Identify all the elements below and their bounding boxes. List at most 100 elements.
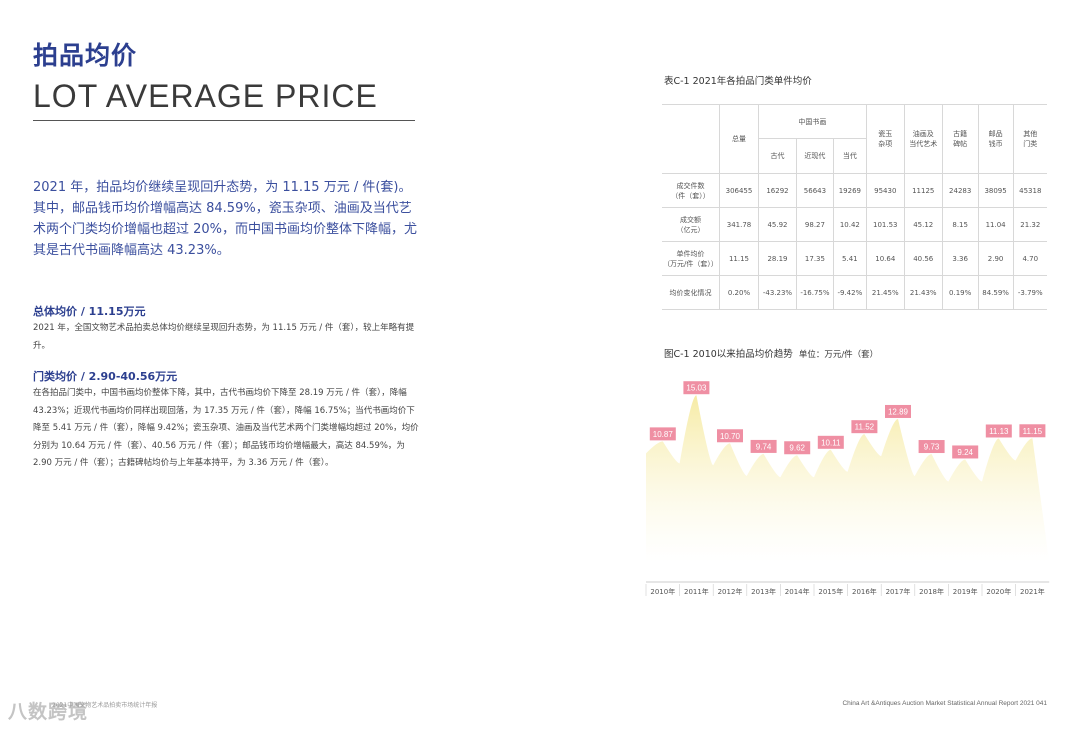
table-cell: 45.12	[903, 207, 943, 242]
data-label: 10.11	[817, 435, 844, 449]
x-tick-label: 2019年	[953, 587, 978, 596]
table-cell: 28.19	[757, 241, 797, 276]
header-other: 瓷玉 杂项	[865, 104, 905, 174]
data-label-text: 9.73	[924, 443, 940, 452]
table-cell: 11125	[903, 173, 943, 208]
data-label: 9.62	[784, 441, 811, 455]
chart-unit: 单位：万元/件（套）	[798, 350, 879, 360]
trend-area	[646, 395, 1050, 562]
data-label: 11.15	[1019, 424, 1046, 438]
data-label-text: 10.11	[821, 438, 841, 447]
table-cell: 306455	[718, 173, 759, 208]
category-price-body: 在各拍品门类中，中国书画均价整体下降，其中，古代书画均价下降至 28.19 万元…	[33, 388, 419, 468]
table-cell: 101.53	[865, 207, 905, 242]
table-cell: 21.43%	[903, 275, 943, 310]
header-other: 古籍 碑帖	[941, 104, 979, 174]
header-total: 总量	[718, 104, 759, 174]
data-label-bg	[851, 420, 878, 434]
table-cell: 21.32	[1012, 207, 1047, 242]
table-cell: 11.04	[977, 207, 1014, 242]
page-title-cn: 拍品均价	[33, 41, 138, 70]
row-label: 成交额 （亿元）	[662, 207, 720, 242]
data-label-text: 10.87	[653, 430, 674, 439]
table-cell: 16292	[757, 173, 797, 208]
data-label-bg	[717, 429, 743, 443]
data-label-text: 11.13	[989, 427, 1009, 436]
x-tick-label: 2020年	[986, 587, 1011, 596]
table-cell: 5.41	[832, 241, 867, 276]
table-cell: 45.92	[757, 207, 797, 242]
table-cell: 19269	[832, 173, 867, 208]
row-label: 均价变化情况	[662, 275, 720, 310]
data-label-bg	[985, 424, 1012, 438]
data-label-text: 9.24	[957, 448, 973, 457]
data-label-text: 9.74	[756, 442, 772, 451]
table-cell: 10.64	[865, 241, 905, 276]
chart-title: 图C-1 2010以来拍品均价趋势	[664, 349, 793, 360]
data-label: 11.52	[851, 420, 878, 434]
subheader: 近现代	[795, 138, 834, 174]
data-label: 15.03	[683, 381, 710, 395]
header-other: 其他 门类	[1012, 104, 1047, 174]
price-table: 总量 中国书画 瓷玉 杂项 油画及 当代艺术 古籍 碑帖 邮品 钱币 其他 门类…	[662, 104, 1047, 310]
watermark-logo: 八数跨境	[8, 701, 89, 723]
category-price-heading: 门类均价 / 2.90-40.56万元	[33, 370, 178, 383]
x-tick-label: 2010年	[650, 587, 675, 596]
row-label: 单件均价 （万元/件（套））	[662, 241, 720, 276]
x-tick-label: 2012年	[718, 587, 743, 596]
data-label: 9.73	[918, 440, 945, 454]
table-row: 均价变化情况 0.20% -43.23% -16.75% -9.42% 21.45% 21.…	[662, 275, 1047, 310]
table-cell: -3.79%	[1012, 275, 1047, 310]
table-cell: 56643	[795, 173, 834, 208]
table-cell: 98.27	[795, 207, 834, 242]
data-label-bg	[784, 441, 811, 455]
subheader: 古代	[757, 138, 797, 174]
data-label: 11.13	[985, 424, 1012, 438]
table-cell: 0.20%	[718, 275, 759, 310]
data-label-text: 9.62	[789, 444, 805, 453]
data-label-text: 10.70	[720, 432, 741, 441]
table-cell: 95430	[865, 173, 905, 208]
table-cell: 2.90	[977, 241, 1014, 276]
footer-right: China Art &Antiques Auction Market Stati…	[842, 700, 1047, 707]
data-label: 10.87	[649, 427, 676, 441]
table-corner	[662, 104, 720, 174]
data-label-bg	[683, 381, 710, 395]
header-other: 邮品 钱币	[977, 104, 1014, 174]
data-label-bg	[750, 439, 777, 453]
table-cell: 84.59%	[977, 275, 1014, 310]
data-label: 9.24	[952, 445, 979, 459]
table-row: 单件均价 （万元/件（套）） 11.15 28.19 17.35 5.41 10.64 40…	[662, 241, 1047, 276]
data-label-bg	[918, 440, 945, 454]
overall-price-heading: 总体均价 / 11.15万元	[33, 305, 146, 318]
x-tick-label: 2016年	[852, 587, 877, 596]
table-cell: -16.75%	[795, 275, 834, 310]
x-tick-label: 2013年	[751, 587, 776, 596]
table-cell: 0.19%	[941, 275, 979, 310]
table-cell: 3.36	[941, 241, 979, 276]
header-group: 中国书画	[757, 104, 867, 139]
x-tick-label: 2011年	[684, 587, 709, 596]
x-tick-label: 2017年	[886, 587, 911, 596]
table-row: 成交件数 （件（套）） 306455 16292 56643 19269 95430 111…	[662, 173, 1047, 208]
table-caption: 表C-1 2021年各拍品门类单件均价	[664, 76, 812, 87]
table-cell: 40.56	[903, 241, 943, 276]
data-label-bg	[885, 404, 911, 418]
table-cell: 45318	[1012, 173, 1047, 208]
row-label: 成交件数 （件（套））	[662, 173, 720, 208]
data-label-bg	[1019, 424, 1046, 438]
subheader: 当代	[832, 138, 867, 174]
data-label: 10.70	[717, 429, 743, 443]
table-cell: -9.42%	[832, 275, 867, 310]
data-label: 12.89	[885, 404, 911, 418]
header-other: 油画及 当代艺术	[903, 104, 943, 174]
table-cell: 21.45%	[865, 275, 905, 310]
data-label-text: 11.52	[855, 423, 875, 432]
page-title-en: LOT AVERAGE PRICE	[33, 78, 378, 114]
chart-caption: 图C-1 2010以来拍品均价趋势 单位：万元/件（套）	[664, 346, 878, 360]
data-label-bg	[952, 445, 979, 459]
data-label-text: 12.89	[888, 407, 909, 416]
overall-price-body: 2021 年，全国文物艺术品拍卖总体均价继续呈现回升态势，为 11.15 万元 …	[33, 323, 415, 351]
table-cell: 341.78	[718, 207, 759, 242]
title-divider	[33, 120, 415, 121]
